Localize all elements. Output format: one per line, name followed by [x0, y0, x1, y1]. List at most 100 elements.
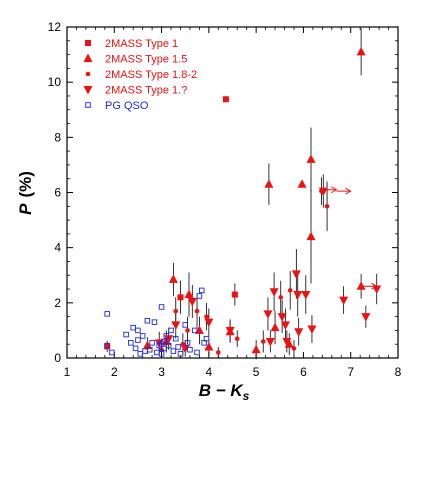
data-point	[204, 314, 209, 319]
y-tick-label: 12	[48, 20, 62, 34]
data-point	[104, 342, 110, 349]
y-tick-label: 2	[54, 296, 61, 310]
data-point	[204, 341, 214, 351]
y-tick-label: 10	[48, 75, 62, 89]
data-point	[196, 293, 203, 299]
data-point	[306, 154, 316, 163]
data-point	[301, 291, 311, 300]
x-axis-title-subscript: s	[243, 389, 250, 403]
y-tick-label: 0	[54, 351, 61, 365]
data-point	[128, 340, 134, 346]
data-point	[264, 179, 274, 188]
legend-label: 2MASS Type 1.?	[105, 85, 187, 97]
y-axis-title: P (%)	[16, 171, 35, 215]
data-point	[287, 288, 293, 293]
data-point	[194, 349, 200, 356]
data-point	[234, 336, 240, 341]
legend-marker	[83, 86, 93, 95]
y-axis-title-unit: (%)	[16, 171, 35, 197]
data-point	[194, 308, 200, 314]
data-point	[185, 328, 190, 333]
data-point	[291, 270, 301, 279]
y-axis-title-main: P	[16, 203, 35, 215]
data-point	[154, 349, 160, 356]
limit-arrows	[322, 186, 378, 290]
data-point	[269, 288, 279, 297]
data-point	[171, 321, 181, 330]
data-point	[324, 203, 330, 209]
x-tick-label: 2	[111, 365, 118, 379]
data-point	[139, 333, 146, 339]
x-tick-label: 5	[253, 365, 260, 379]
data-point	[161, 338, 167, 345]
data-point	[158, 304, 165, 310]
data-point	[277, 313, 287, 322]
data-point	[144, 318, 151, 324]
legend-marker	[85, 71, 91, 77]
legend-label: 2MASS Type 1.5	[105, 54, 187, 66]
data-point	[260, 339, 266, 344]
data-point	[175, 344, 181, 350]
data-point	[339, 296, 349, 306]
x-axis-title-main: B − K	[199, 381, 245, 400]
data-point	[142, 348, 148, 354]
data-point	[173, 335, 179, 342]
data-point	[130, 324, 136, 331]
data-point	[265, 337, 275, 347]
data-point	[307, 325, 317, 335]
data-point	[361, 313, 371, 322]
data-point	[123, 331, 129, 338]
data-point	[297, 179, 307, 188]
data-point	[168, 274, 178, 283]
data-point	[222, 96, 229, 103]
data-point	[184, 340, 191, 346]
legend-label: 2MASS Type 1	[105, 38, 178, 50]
data-point	[225, 326, 235, 336]
x-tick-label: 4	[206, 365, 213, 379]
data-point	[165, 342, 172, 349]
data-point	[251, 344, 261, 354]
data-point	[187, 297, 197, 307]
data-point	[280, 321, 290, 330]
limit-arrow-head	[331, 186, 338, 194]
legend-label: 2MASS Type 1.8-2	[105, 69, 197, 81]
y-tick-label: 8	[54, 130, 61, 144]
data-point	[170, 348, 177, 354]
data-point	[163, 333, 170, 339]
data-point	[149, 340, 155, 346]
data-point	[151, 319, 158, 325]
data-point	[173, 308, 179, 314]
data-point	[184, 289, 194, 299]
data-point	[282, 337, 292, 347]
data-point	[180, 344, 190, 354]
data-point	[356, 281, 366, 290]
data-point	[135, 327, 141, 334]
data-point	[109, 349, 115, 356]
data-point	[191, 327, 198, 334]
data-point	[263, 310, 273, 319]
data-point	[164, 335, 174, 344]
limit-arrow-head	[371, 282, 378, 290]
data-point	[132, 345, 139, 352]
data-point	[294, 328, 304, 337]
x-tick-label: 6	[300, 365, 307, 379]
data-point	[372, 285, 382, 295]
data-point	[161, 345, 167, 352]
data-point	[204, 318, 214, 328]
data-point	[104, 343, 111, 350]
data-point	[135, 337, 141, 343]
x-tick-label: 3	[158, 365, 165, 379]
x-tick-label: 1	[64, 365, 71, 379]
data-point	[177, 351, 184, 357]
legend-marker	[83, 53, 93, 62]
x-axis-title: B − Ks	[199, 381, 250, 403]
data-point	[278, 295, 284, 300]
x-tick-label: 7	[347, 365, 354, 379]
data-point	[137, 351, 144, 357]
data-point	[142, 340, 152, 350]
data-point	[187, 346, 193, 353]
legend: 2MASS Type 1 2MASS Type 1.5 2MASS Type 1.8…	[83, 38, 197, 112]
data-point	[182, 322, 188, 328]
